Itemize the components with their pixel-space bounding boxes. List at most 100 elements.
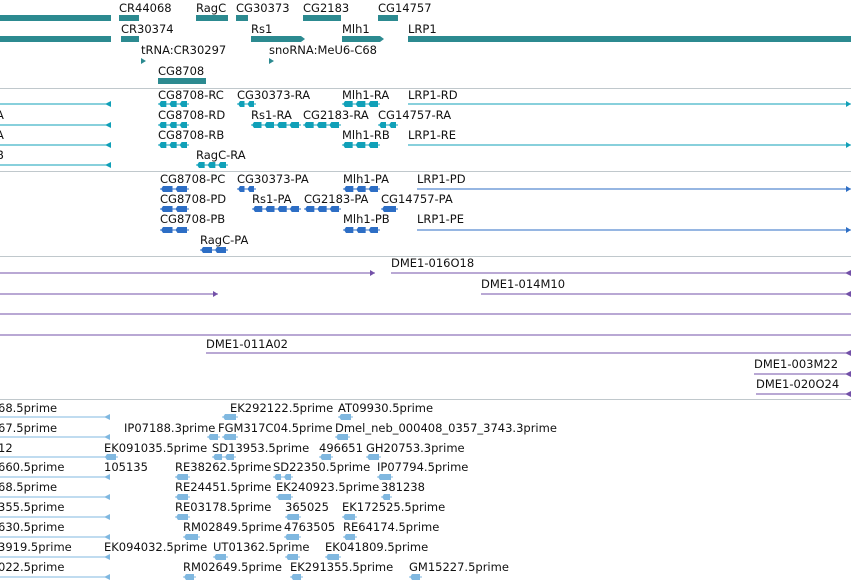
feature-mlh1[interactable] — [342, 36, 384, 42]
feature-cg8708-rd[interactable] — [158, 122, 189, 128]
feature-cg14757-ra[interactable] — [378, 122, 398, 128]
feature-left-rd[interactable] — [0, 122, 111, 128]
label-dme1-011a02: DME1-011A02 — [206, 337, 288, 351]
label-67-5prime: 67.5prime — [0, 421, 57, 435]
feature-lrp1-rd[interactable] — [408, 101, 851, 107]
feature-re24451-5prime[interactable] — [175, 494, 190, 500]
feature-mlh1-ra[interactable] — [342, 101, 380, 107]
feature-est-6a[interactable] — [0, 514, 110, 520]
feature-lrp1-re[interactable] — [408, 142, 851, 148]
feature-dme1-014m10[interactable] — [481, 291, 851, 297]
label-snorna-meu6-c68: snoRNA:MeU6-C68 — [269, 43, 377, 57]
feature-est-8a[interactable] — [0, 554, 110, 560]
feature-cg2183-pa[interactable] — [304, 206, 341, 212]
feature-ragc[interactable] — [196, 15, 228, 21]
feature-cg2183[interactable] — [303, 15, 341, 21]
feature-re38262-5prime[interactable] — [175, 474, 190, 480]
feature-gene-left[interactable] — [0, 15, 111, 21]
feature-dme1-020o24[interactable] — [756, 391, 851, 397]
feature-rs1-pa[interactable] — [252, 206, 301, 212]
feature-left-rb[interactable] — [0, 142, 111, 148]
label-cg8708-rc: CG8708-RC — [158, 88, 224, 102]
feature-ip07188-3prime[interactable] — [207, 434, 220, 440]
feature-cg8708-rc[interactable] — [158, 101, 189, 107]
label-sd22350-5prime: SD22350.5prime — [273, 460, 370, 474]
feature-cg30373-ra[interactable] — [237, 101, 256, 107]
feature-mlh1-pb[interactable] — [343, 227, 380, 233]
label-cr44068: CR44068 — [119, 1, 172, 15]
feature-snorna-meu6-c68[interactable] — [269, 58, 274, 64]
feature-496651[interactable] — [319, 454, 333, 460]
feature-ek094032-5prime[interactable] — [213, 554, 228, 560]
feature-ek091035-5prime[interactable] — [104, 454, 118, 460]
feature-ragc-ra[interactable] — [196, 162, 228, 168]
feature-mlh1-rb[interactable] — [342, 142, 380, 148]
feature-clone-2[interactable] — [0, 291, 218, 297]
feature-rm02849-5prime[interactable] — [183, 534, 200, 540]
feature-ek291355-5prime[interactable] — [290, 574, 303, 580]
clones-row: DME1-016O18 — [0, 256, 851, 276]
label-ek291355-5prime: EK291355.5prime — [290, 560, 393, 574]
label-re03178-5prime: RE03178.5prime — [175, 500, 271, 514]
feature-left-rc[interactable] — [0, 101, 111, 107]
label-lrp1-pd: LRP1-PD — [417, 172, 466, 186]
feature-cg30373-pa[interactable] — [237, 186, 256, 192]
feature-mlh1-pa[interactable] — [343, 186, 380, 192]
feature-381238[interactable] — [381, 494, 392, 500]
feature-est-7a[interactable] — [0, 534, 110, 540]
feature-cg2183-ra[interactable] — [303, 122, 341, 128]
feature-ragc-pa[interactable] — [200, 247, 228, 253]
feature-cr44068[interactable] — [119, 15, 139, 21]
feature-sd22350-5prime[interactable] — [273, 474, 293, 480]
label-a: A — [0, 128, 4, 142]
feature-cg8708[interactable] — [158, 78, 206, 84]
label-cg2183-ra: CG2183-RA — [303, 108, 369, 122]
feature-4763505[interactable] — [284, 534, 301, 540]
feature-lrp1[interactable] — [408, 36, 851, 42]
feature-rs1[interactable] — [251, 36, 305, 42]
clones-row: DME1-011A02 — [206, 337, 851, 356]
feature-est-9a[interactable] — [0, 574, 110, 580]
feature-clone-1[interactable] — [0, 270, 375, 276]
feature-est-2a[interactable] — [0, 434, 110, 440]
feature-sd13953-5prime[interactable] — [212, 454, 236, 460]
feature-cg14757-pa[interactable] — [381, 206, 398, 212]
feature-re64174-5prime[interactable] — [343, 534, 357, 540]
feature-ek240923-5prime[interactable] — [276, 494, 293, 500]
feature-dme1-003m22[interactable] — [754, 371, 851, 377]
feature-cg8708-pd[interactable] — [160, 206, 189, 212]
feature-est-4a[interactable] — [0, 474, 110, 480]
feature-ip07794-5prime[interactable] — [377, 474, 393, 480]
feature-at09930-5prime[interactable] — [338, 414, 353, 420]
feature-gh20753-3prime[interactable] — [366, 454, 381, 460]
feature-lrp1-pe[interactable] — [417, 227, 851, 233]
feature-dmel-neb-000408-0357-3743-3prime[interactable] — [335, 434, 350, 440]
feature-cg8708-rb[interactable] — [158, 142, 189, 148]
feature-dme1-011a02[interactable] — [206, 350, 851, 356]
feature-ut01362-5prime[interactable] — [285, 554, 300, 560]
feature-trna-cr30297[interactable] — [141, 58, 146, 64]
feature-rs1-ra[interactable] — [251, 122, 301, 128]
feature-est-1a[interactable] — [0, 414, 110, 420]
feature-cg14757[interactable] — [378, 15, 398, 21]
feature-ek292122-5prime[interactable] — [222, 414, 238, 420]
feature-365025[interactable] — [285, 514, 301, 520]
feature-cg8708-pc[interactable] — [160, 186, 189, 192]
label-4763505: 4763505 — [284, 520, 335, 534]
feature-dme1-016o18[interactable] — [391, 270, 851, 276]
label-rs1-ra: Rs1-RA — [251, 108, 292, 122]
feature-ek172525-5prime[interactable] — [342, 514, 357, 520]
feature-fgm317c04-5prime[interactable] — [222, 434, 238, 440]
label-sd13953-5prime: SD13953.5prime — [212, 441, 309, 455]
feature-est-5a[interactable] — [0, 494, 110, 500]
feature-cg8708-pb[interactable] — [160, 227, 189, 233]
feature-cr30374[interactable] — [121, 36, 139, 42]
feature-gene-left-2[interactable] — [0, 36, 111, 42]
feature-cg30373[interactable] — [236, 15, 248, 21]
feature-gm15227-5prime[interactable] — [409, 574, 422, 580]
feature-rm02649-5prime[interactable] — [183, 574, 196, 580]
feature-lrp1-pd[interactable] — [417, 186, 851, 192]
feature-left-ragc[interactable] — [0, 162, 111, 168]
feature-ek041809-5prime[interactable] — [325, 554, 341, 560]
feature-re03178-5prime[interactable] — [175, 514, 190, 520]
